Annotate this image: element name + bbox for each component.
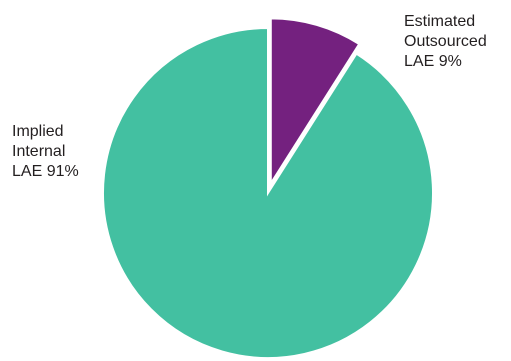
label-outsourced: Estimated Outsourced LAE 9% — [404, 13, 491, 70]
label-outsourced-line-1: Estimated — [404, 13, 475, 30]
label-internal-line-3: LAE 91% — [12, 163, 79, 180]
label-outsourced-line-2: Outsourced — [404, 33, 487, 50]
pie-slice-outsourced — [269, 17, 361, 187]
pie-slices — [102, 17, 434, 359]
label-internal-line-2: Internal — [12, 143, 65, 160]
label-outsourced-line-3: LAE 9% — [404, 53, 462, 70]
label-internal: Implied Internal LAE 91% — [12, 123, 79, 180]
pie-slice-internal — [102, 26, 434, 359]
label-internal-line-1: Implied — [12, 123, 64, 140]
